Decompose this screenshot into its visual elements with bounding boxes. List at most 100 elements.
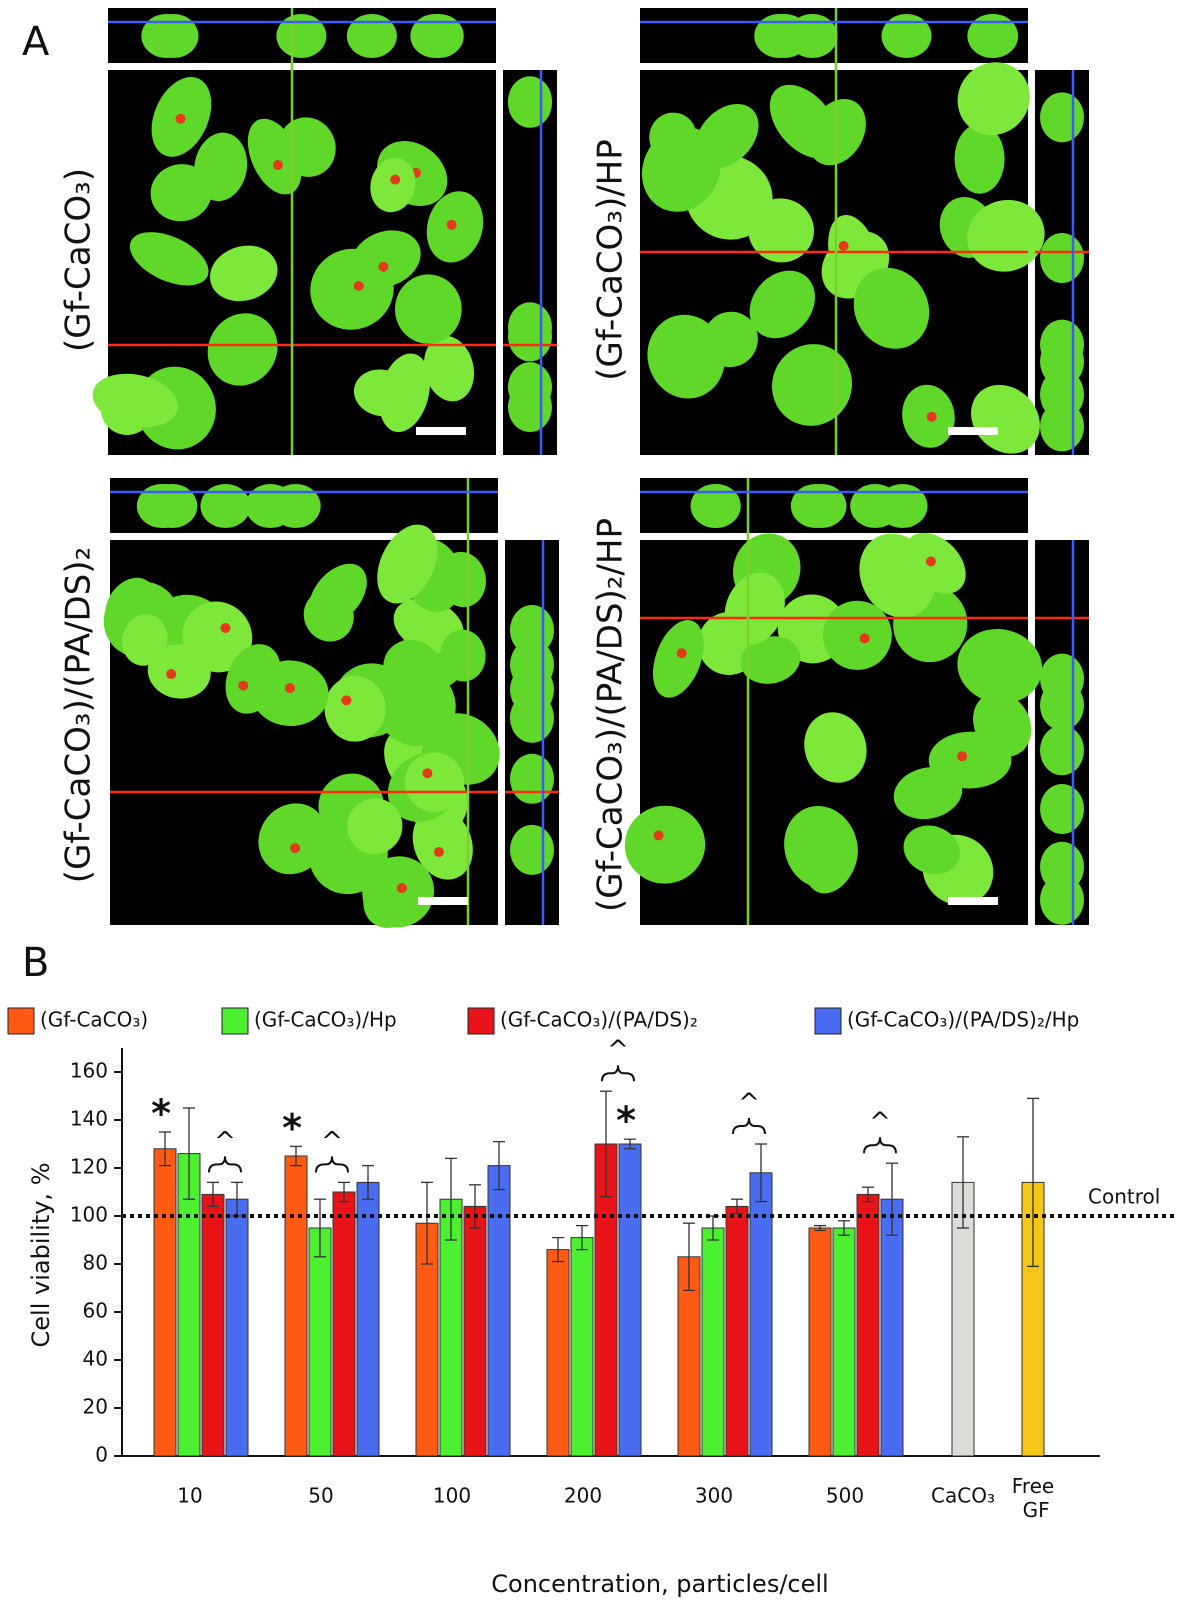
scale-bar (948, 427, 998, 435)
cell-slice (1040, 92, 1084, 143)
cell (303, 589, 354, 642)
brace (732, 1117, 766, 1135)
bar (332, 1191, 356, 1457)
particle (957, 751, 968, 762)
y-tick-label: 40 (83, 1347, 108, 1371)
particle (220, 623, 231, 634)
cell (624, 805, 706, 884)
cell-slice (1040, 725, 1084, 776)
cell-slice (790, 484, 841, 528)
bar (832, 1227, 856, 1457)
cell (207, 313, 278, 386)
panel-label: B (22, 940, 49, 986)
particle (397, 883, 408, 894)
cell-slice (967, 14, 1018, 58)
y-tick-label: 160 (70, 1059, 108, 1083)
particle (390, 174, 401, 185)
cell-slice (510, 824, 554, 875)
legend-label: (Gf-CaCO₃)/(PA/DS)₂/Hp (847, 1008, 1079, 1032)
bar (463, 1205, 487, 1457)
cell (804, 712, 867, 783)
cell (967, 199, 1045, 272)
bar (701, 1227, 725, 1457)
particle (238, 680, 249, 691)
cell (647, 314, 725, 399)
cell-slice (510, 753, 554, 804)
annotation: ^ (869, 1108, 891, 1138)
cell-slice (410, 14, 461, 58)
cell-slice (510, 692, 554, 743)
bar (618, 1143, 642, 1457)
cell (769, 84, 838, 159)
cell (971, 384, 1040, 454)
cell-slice (508, 362, 552, 413)
cell-slice (690, 484, 741, 528)
cell (748, 198, 814, 263)
cell (749, 270, 815, 339)
particle (433, 847, 444, 858)
cell (377, 524, 438, 604)
x-tick-label: 300 (695, 1484, 733, 1508)
panel-label: A (22, 19, 50, 65)
cell (209, 245, 278, 302)
cell (641, 127, 721, 212)
cell (893, 767, 963, 820)
bar (749, 1172, 773, 1457)
image-label: (Gf-CaCO₃)/(PA/DS)₂ (59, 547, 99, 883)
particle (653, 830, 664, 841)
particle (676, 648, 687, 659)
cell-slice (200, 484, 251, 528)
bar (225, 1198, 249, 1457)
cell (440, 629, 486, 682)
reference-label: Control (1088, 1185, 1160, 1209)
image-label: (Gf-CaCO₃) (59, 168, 99, 352)
cell (379, 353, 430, 433)
cell-slice (147, 484, 198, 528)
particle (422, 768, 433, 779)
scale-bar (418, 897, 468, 905)
cell-slice (1040, 783, 1084, 834)
cell (740, 636, 801, 684)
cell (92, 373, 179, 428)
y-axis-title: Cell viability, % (27, 1163, 55, 1348)
annotation: ^ (738, 1089, 760, 1119)
bar (546, 1249, 570, 1457)
cell-slice (1040, 336, 1084, 387)
annotation: ^ (214, 1127, 236, 1157)
cell (122, 614, 168, 666)
cell-slice (1040, 233, 1084, 284)
cell (903, 825, 960, 875)
cell (324, 675, 386, 742)
cell (423, 335, 475, 402)
cell-slice (877, 484, 928, 528)
cell (194, 132, 248, 202)
particle (166, 669, 177, 680)
legend-label: (Gf-CaCO₃)/(PA/DS)₂ (500, 1008, 698, 1032)
x-tick-label: 50 (308, 1484, 333, 1508)
cell (347, 798, 403, 855)
bar (856, 1193, 880, 1457)
cell (784, 806, 858, 889)
cell-slice (510, 605, 554, 656)
bar (201, 1193, 225, 1457)
bar (487, 1165, 511, 1457)
bar (284, 1155, 308, 1457)
bar (308, 1227, 332, 1457)
cell (370, 157, 416, 213)
x-tick-label: 10 (177, 1484, 202, 1508)
y-tick-label: 80 (83, 1251, 108, 1275)
cell (251, 660, 329, 726)
image-label: (Gf-CaCO₃)/(PA/DS)₂/HP (591, 518, 631, 912)
y-tick-label: 120 (70, 1155, 108, 1179)
cell (957, 628, 1043, 704)
y-tick-label: 60 (83, 1299, 108, 1323)
annotation: ^ (321, 1127, 343, 1157)
particle (284, 683, 295, 694)
legend-label: (Gf-CaCO₃) (40, 1008, 148, 1032)
brace (863, 1137, 897, 1154)
bar (808, 1227, 832, 1457)
particle (272, 160, 283, 171)
particle (378, 261, 389, 272)
cell (383, 639, 443, 700)
